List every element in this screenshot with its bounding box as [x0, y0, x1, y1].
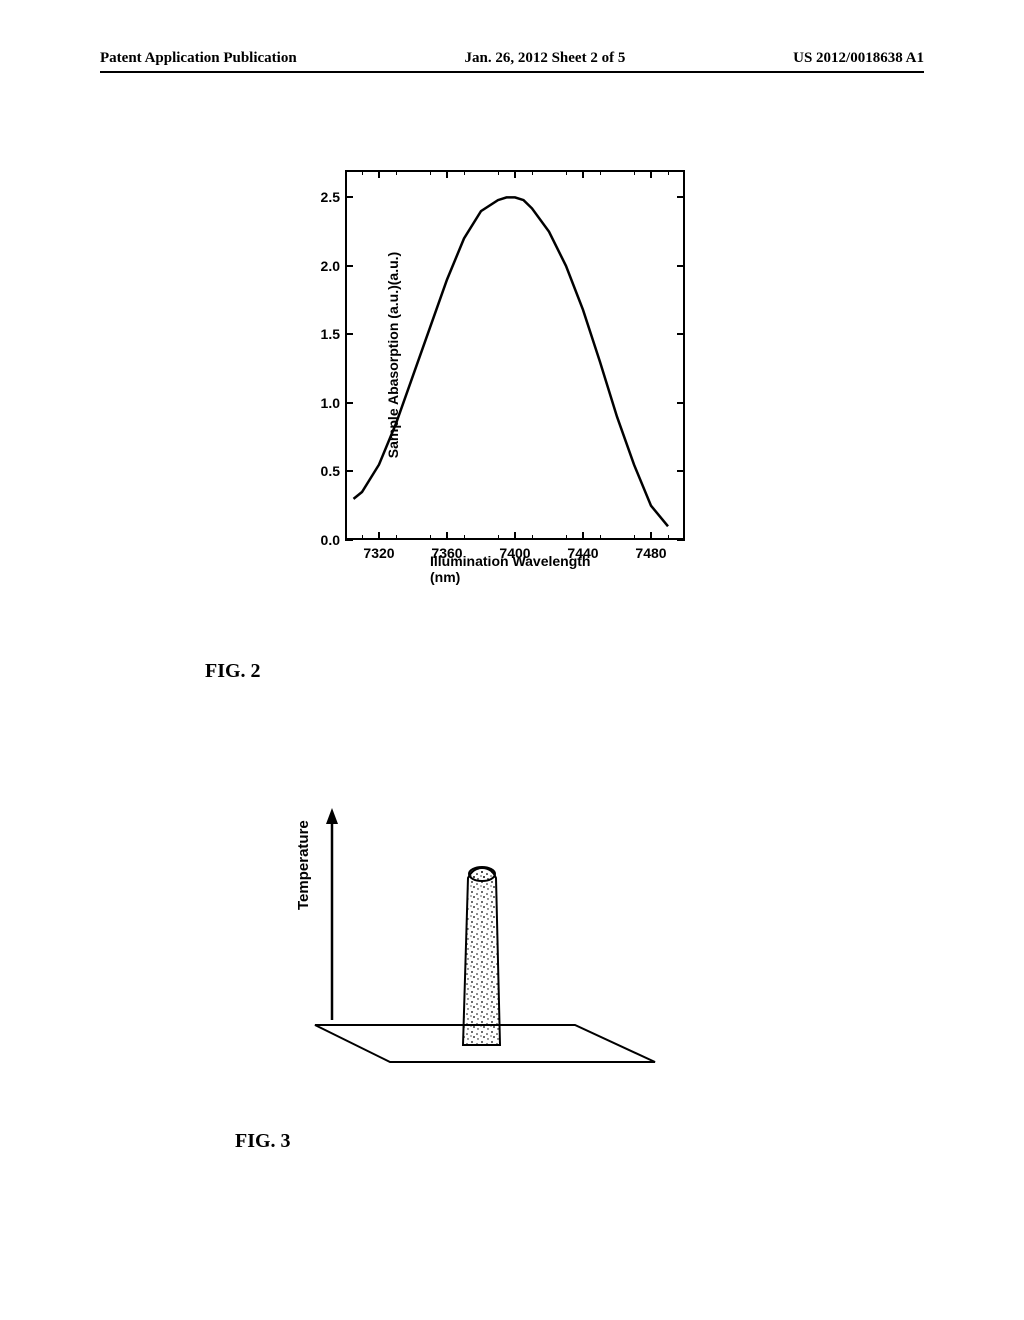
absorption-curve	[345, 170, 685, 540]
header-right: US 2012/0018638 A1	[793, 50, 924, 67]
y-tick-label: 1.0	[321, 395, 340, 411]
header-left: Patent Application Publication	[100, 50, 297, 67]
y-tick-label: 0.5	[321, 463, 340, 479]
figure-3-label: FIG. 3	[235, 1130, 291, 1153]
figure-3: Temperature	[290, 800, 690, 1100]
page-header: Patent Application Publication Jan. 26, …	[0, 50, 1024, 73]
y-tick-label: 2.0	[321, 258, 340, 274]
header-center: Jan. 26, 2012 Sheet 2 of 5	[464, 50, 625, 67]
x-tick-label: 7400	[499, 545, 530, 561]
header-row: Patent Application Publication Jan. 26, …	[100, 50, 924, 73]
x-tick-label: 7440	[567, 545, 598, 561]
y-tick-label: 2.5	[321, 189, 340, 205]
figure-2: Sample Abasorption (a.u.)(a.u.) Illumina…	[280, 160, 720, 640]
temperature-diagram	[290, 800, 690, 1080]
x-tick-label: 7360	[431, 545, 462, 561]
y-tick-label: 0.0	[321, 532, 340, 548]
x-tick-label: 7480	[635, 545, 666, 561]
figure-2-label: FIG. 2	[205, 660, 261, 683]
y-tick-label: 1.5	[321, 326, 340, 342]
chart-area: Sample Abasorption (a.u.)(a.u.) Illumina…	[345, 170, 685, 540]
x-tick-label: 7320	[363, 545, 394, 561]
